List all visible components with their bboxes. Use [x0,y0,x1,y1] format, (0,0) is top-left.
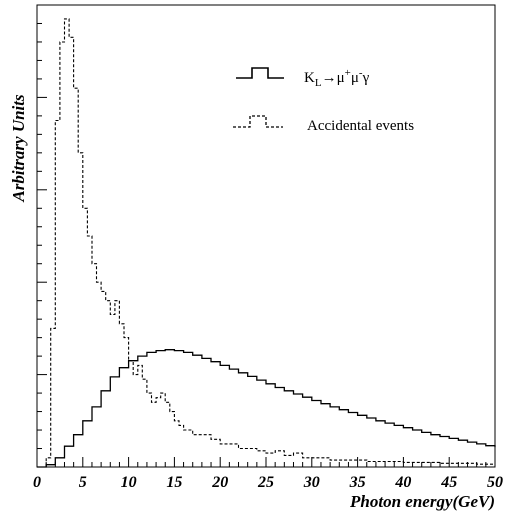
x-axis-title: Photon energy(GeV) [349,492,495,511]
x-tick-label: 0 [33,474,41,491]
x-tick-label: 5 [79,474,87,491]
y-ticks [37,4,47,468]
legend: KL→μ+μ-γ Accidental events [233,67,414,134]
series-layer [37,18,496,468]
x-tick-label: 50 [487,474,503,491]
legend-kl-part-sub-l: L [315,77,322,89]
legend-swatch-accidental [233,115,283,128]
legend-kl-part-sup-minus: - [359,67,363,79]
legend-kl-part-sup-plus: + [345,67,351,79]
x-tick-label: 45 [440,474,457,491]
legend-kl-part-k: K [304,70,315,86]
legend-kl-part-arrow-mu: →μ [322,70,345,86]
series-accidental-histogram [37,18,495,468]
x-tick-label: 20 [211,474,228,491]
plot-frame [36,4,496,468]
x-tick-label: 35 [349,474,366,491]
series-kl-histogram [37,349,496,468]
legend-label-accidental: Accidental events [307,118,414,134]
y-axis-title: Arbitrary Units [9,94,28,203]
x-tick-label: 25 [257,474,274,491]
legend-swatch-kl [236,67,284,79]
legend-kl-part-gamma: γ [362,70,370,86]
x-tick-label: 15 [166,474,182,491]
legend-kl-part-mu: μ [351,70,359,86]
x-tick-label: 30 [303,474,320,491]
x-tick-label: 10 [121,474,137,491]
legend-label-kl: KL→μ+μ-γ [304,67,370,89]
x-tick-label: 40 [394,474,411,491]
